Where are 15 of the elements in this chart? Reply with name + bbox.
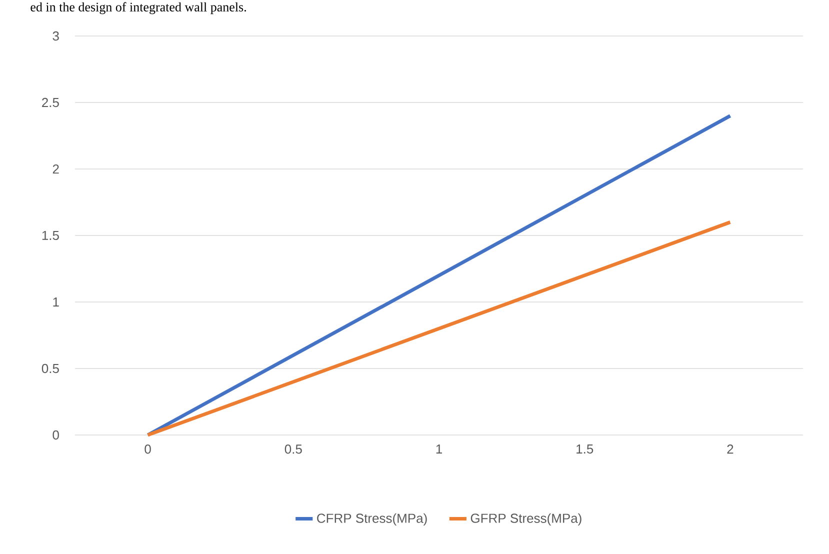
x-tick-label: 2	[727, 444, 734, 454]
x-tick-label: 1	[436, 444, 442, 454]
x-tick-label: 1.5	[576, 444, 594, 454]
text: ed in the design of integrated wall panels.	[30, 2, 246, 14]
y-tick-label: 0	[52, 430, 59, 440]
y-tick-label: 2.5	[42, 98, 59, 108]
y-tick-label: 0.5	[42, 364, 59, 374]
y-tick-label: 1.5	[42, 230, 59, 240]
x-tick-label: 0	[144, 444, 151, 454]
y-tick-label: 1	[53, 298, 59, 306]
y-tick-label: 2	[52, 164, 59, 174]
y-tick-label: 3	[52, 31, 59, 41]
x-tick-label: 0.5	[284, 444, 302, 454]
legend-label: CFRP Stress(MPa)	[317, 513, 427, 526]
legend-label: GFRP Stress(MPa)	[470, 513, 582, 526]
